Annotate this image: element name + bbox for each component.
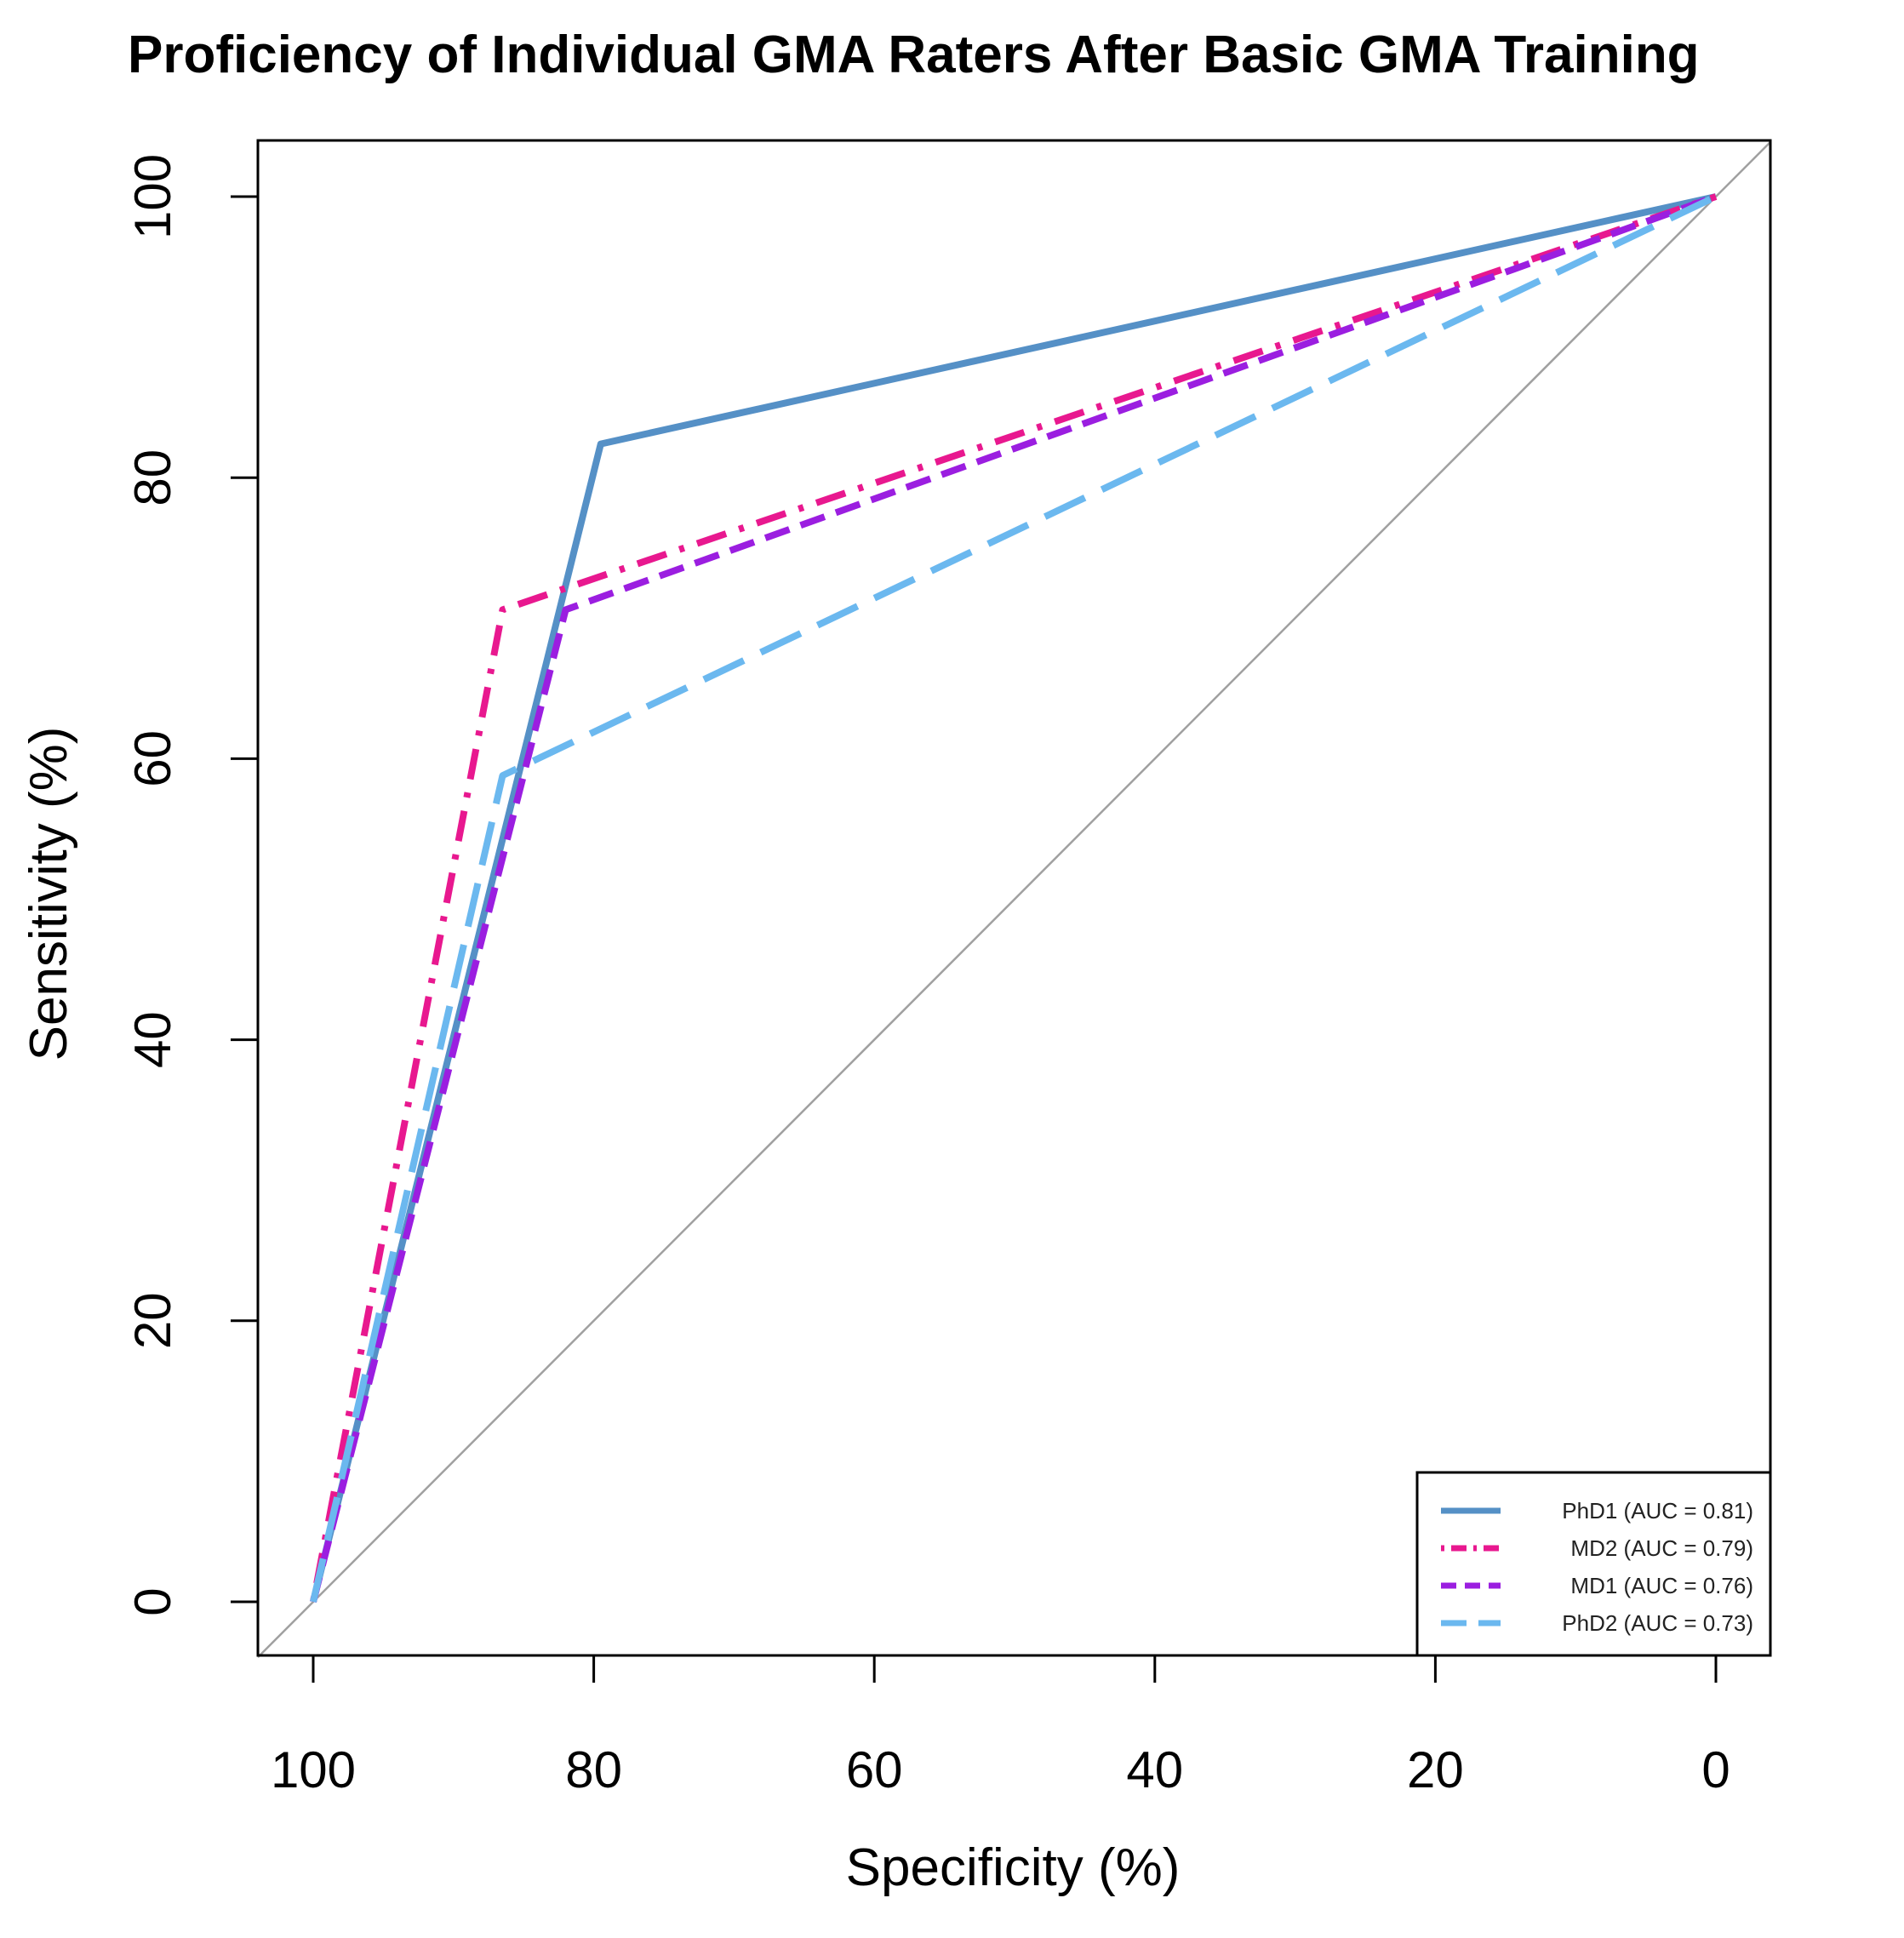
y-tick-label: 40 [124,1011,181,1068]
x-tick-label: 0 [1701,1741,1730,1798]
reference-diagonal [257,141,1771,1659]
x-axis-label: Specificity (%) [846,1838,1181,1897]
series-line-2 [310,193,1718,1603]
chart-title: Proficiency of Individual GMA Raters Aft… [128,26,1700,84]
legend-box [1415,1471,1772,1657]
x-tick-label: 40 [1126,1741,1183,1798]
x-tick-label: 80 [565,1741,622,1798]
legend-label-1: PhD1 (AUC = 0.81) [1562,1498,1753,1524]
y-tick-label: 80 [124,449,181,506]
x-tick-label: 20 [1407,1741,1464,1798]
series-line-3 [310,193,1718,1603]
series-line-4 [310,193,1718,1603]
legend-label-2: MD2 (AUC = 0.79) [1570,1535,1753,1561]
plot-area: 100 80 60 40 20 0 0 20 40 60 80 100 [124,139,1772,1798]
x-tick-label: 100 [271,1741,356,1798]
x-tick-label: 60 [846,1741,903,1798]
y-tick-label: 20 [124,1292,181,1349]
y-tick-label: 60 [124,730,181,787]
y-tick-label: 100 [124,154,181,239]
legend: PhD1 (AUC = 0.81) MD2 (AUC = 0.79) MD1 (AU… [1415,1471,1772,1657]
legend-label-4: PhD2 (AUC = 0.73) [1562,1610,1753,1636]
y-tick-label: 0 [124,1587,181,1615]
y-axis-label: Sensitivity (%) [20,727,78,1061]
legend-label-3: MD1 (AUC = 0.76) [1570,1573,1753,1598]
plot-frame [256,139,1772,1657]
